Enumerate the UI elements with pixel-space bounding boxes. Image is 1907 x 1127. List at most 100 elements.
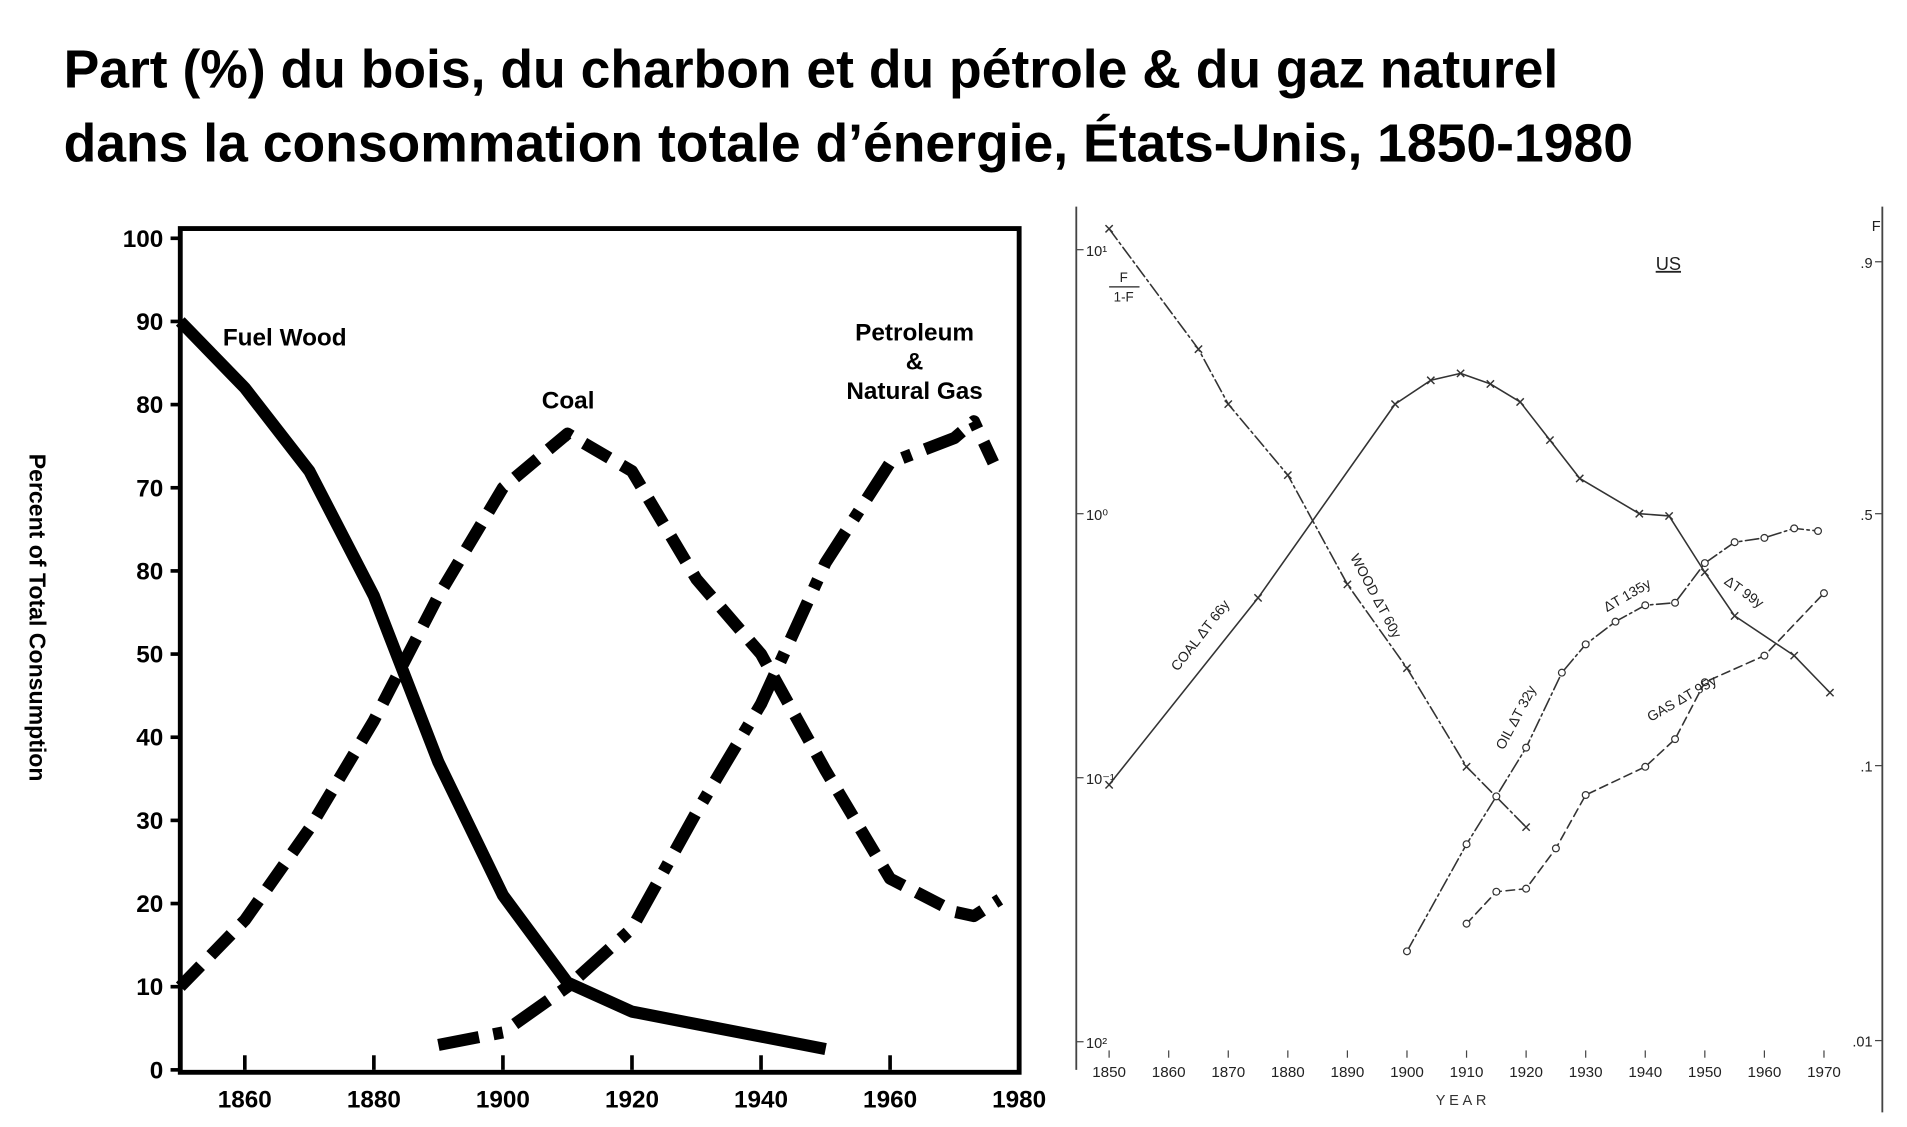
y-tick-label: 10² (1086, 1036, 1107, 1052)
point (1635, 509, 1644, 518)
point (1462, 919, 1471, 928)
annotation: COAL ΔT 66y (1167, 597, 1232, 674)
series-label-text: Coal (541, 387, 595, 415)
point (1521, 822, 1531, 832)
series-line (1108, 372, 1831, 786)
point (1611, 617, 1620, 626)
x-tick-label: 1960 (1748, 1064, 1782, 1081)
point (1426, 376, 1435, 385)
x-tick-label: 1910 (1450, 1064, 1484, 1081)
y2-axis-label: F (1872, 219, 1881, 235)
point (1557, 668, 1566, 677)
y-tick-label: 10 (136, 974, 163, 1001)
x-axis-label: YEAR (1436, 1093, 1490, 1109)
x-tick-label: 1970 (1807, 1064, 1841, 1081)
y-tick-label: 0 (150, 1057, 164, 1084)
point (1700, 559, 1709, 568)
y-tick-label: 40 (136, 725, 163, 752)
x-tick-label: 1920 (1509, 1064, 1543, 1081)
x-tick-label: 1860 (218, 1087, 272, 1114)
y-tick-label: 10⁰ (1086, 508, 1108, 524)
x-tick-label: 1980 (992, 1087, 1046, 1114)
point (1700, 568, 1709, 577)
series-line (1465, 592, 1825, 925)
x-tick-label: 1920 (605, 1087, 659, 1114)
series-label-text: Fuel Wood (222, 324, 347, 352)
series-label-text: Petroleum & Natural Gas (846, 319, 983, 405)
point (1790, 524, 1799, 533)
point (1104, 780, 1114, 789)
point (1522, 884, 1531, 893)
series-line (175, 427, 1004, 991)
series-line (437, 415, 999, 1051)
point (1224, 399, 1233, 409)
series-label: Fuel Wood (222, 324, 347, 352)
point (1390, 399, 1400, 409)
x-tick-label: 1900 (1390, 1064, 1424, 1081)
y-tick-label: 100 (123, 226, 164, 253)
x-tick-label: 1870 (1211, 1064, 1245, 1081)
y-label-den: 1-F (1114, 290, 1134, 305)
series-line (175, 317, 827, 1056)
point (1664, 511, 1674, 521)
point (1790, 651, 1799, 660)
x-tick-label: 1930 (1569, 1064, 1603, 1081)
y-label-num: F (1120, 270, 1128, 285)
x-tick-label: 1880 (1271, 1064, 1305, 1081)
y-tick-label: 80 (136, 392, 163, 419)
series-label: Coal (541, 387, 595, 415)
point (1522, 743, 1531, 752)
point (1551, 844, 1560, 853)
point (1515, 397, 1525, 407)
y-tick-label: 10¹ (1086, 244, 1107, 260)
point (1730, 538, 1739, 547)
annotation: GAS ΔT 95y (1644, 672, 1719, 725)
point (1581, 790, 1590, 800)
annotation: ΔT 99y (1722, 572, 1767, 610)
series-line (1406, 527, 1819, 953)
y-tick-label: 30 (136, 808, 163, 835)
y2-tick-label: .1 (1860, 760, 1872, 776)
point (1545, 435, 1555, 445)
point (1462, 840, 1471, 849)
series-label: Petroleum & Natural Gas (846, 319, 983, 405)
point (1825, 688, 1835, 697)
annotation: OIL ΔT 32y (1492, 683, 1539, 752)
point (1730, 611, 1739, 621)
plot-frame (177, 226, 1022, 1075)
point (1760, 651, 1769, 660)
x-tick-label: 1960 (863, 1087, 917, 1114)
point (1492, 887, 1501, 896)
y-tick-label: 80 (136, 558, 163, 585)
y2-tick-label: .9 (1860, 256, 1872, 272)
point (1492, 792, 1501, 801)
y-tick-label: 70 (136, 475, 163, 502)
point (1283, 470, 1292, 480)
x-tick-label: 1890 (1331, 1064, 1365, 1081)
x-tick-label: 1880 (347, 1087, 401, 1114)
point (1671, 735, 1680, 744)
point (1343, 580, 1352, 589)
y-tick-label: 20 (136, 891, 163, 918)
y2-tick-label: .01 (1852, 1035, 1872, 1051)
point (1641, 762, 1650, 771)
point (1194, 344, 1203, 354)
x-tick-label: 1860 (1152, 1064, 1186, 1081)
title-line: Part (%) du bois, du charbon et du pétro… (64, 41, 1559, 100)
point (1575, 474, 1584, 483)
x-tick-label: 1940 (1628, 1064, 1662, 1081)
point (1700, 678, 1709, 687)
point (1253, 593, 1263, 603)
y2-tick-label: .5 (1860, 508, 1872, 524)
point (1456, 369, 1465, 378)
point (1104, 224, 1114, 233)
point (1402, 947, 1411, 956)
title-line: dans la consommation totale d’énergie, É… (64, 114, 1633, 174)
x-tick-label: 1900 (476, 1087, 530, 1114)
point (1671, 598, 1680, 607)
x-tick-label: 1850 (1092, 1064, 1126, 1081)
point (1486, 379, 1495, 389)
y-tick-label: 50 (136, 642, 163, 669)
